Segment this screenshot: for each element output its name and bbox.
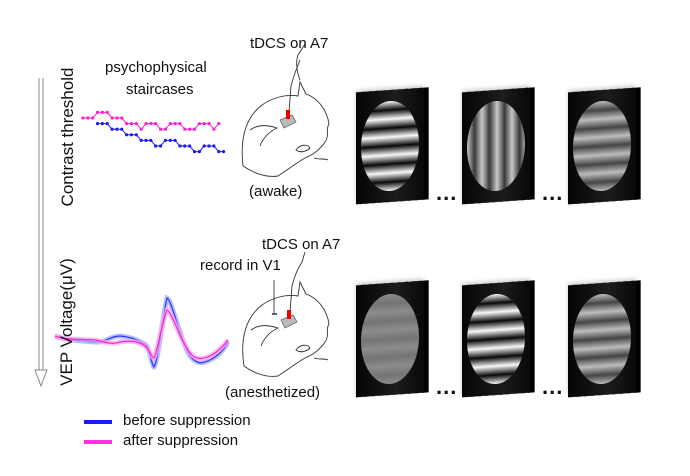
staircase-after-point (168, 122, 172, 126)
monitor-top-3 (568, 87, 636, 205)
staircase-before-point (173, 138, 177, 142)
staircase-after-point (100, 110, 104, 114)
y-label-contrast-threshold: Contrast threshold (58, 67, 77, 207)
monitor-top-2 (462, 87, 530, 205)
staircase-after-point (192, 127, 197, 131)
staircase-before-point (197, 150, 201, 154)
staircase-before-point (115, 127, 119, 131)
staircase-before-point (168, 138, 172, 142)
staircase-before-point (125, 133, 129, 137)
staircase-after-point (134, 122, 138, 126)
staircase-before-point (149, 138, 153, 142)
monitor-top-1 (356, 87, 424, 205)
staircase-before-point (163, 138, 167, 142)
cat-head-awake-icon (241, 43, 330, 177)
staircase-before-point (129, 133, 134, 137)
grating-horizontal (573, 291, 631, 387)
y-label-vep-voltage: VEP Voltage(μV) (57, 258, 76, 386)
legend-label-after: after suppression (123, 432, 239, 449)
staircase-after-point (183, 127, 187, 131)
electrode-bottom (280, 310, 298, 329)
staircase-before-point (139, 138, 143, 142)
ellipsis-top-1: ... (436, 180, 458, 205)
staircase-after-point (139, 127, 143, 131)
staircase-before-point (222, 150, 226, 154)
staircase-after-point (115, 116, 119, 120)
staircase-after-point (125, 122, 129, 126)
grating-horizontal (361, 98, 419, 194)
staircase-before-point (217, 150, 221, 154)
grating-vertical (467, 98, 525, 194)
legend-label-before: before suppression (123, 412, 251, 429)
cat-head-anesthetized-icon (242, 251, 330, 377)
staircase-before-point (105, 122, 109, 126)
staircase-after-point (202, 122, 206, 126)
grating-horizontal (361, 291, 419, 387)
staircase-before-point (110, 127, 114, 131)
staircase-after-point (95, 110, 100, 114)
staircase-after-point (154, 122, 158, 126)
staircase-plot (81, 110, 226, 154)
staircase-after-point (207, 122, 211, 126)
staircases-title-2: staircases (126, 81, 194, 98)
staircases-title-1: psychophysical (105, 59, 207, 76)
staircase-after-point (188, 127, 192, 131)
staircase-before-point (183, 144, 187, 148)
ellipsis-bottom-2: ... (542, 374, 564, 399)
staircase-after-point (129, 122, 134, 126)
staircase-after-point (159, 127, 163, 131)
staircase-before-point (178, 144, 182, 148)
record-label: record in V1 (200, 257, 281, 274)
staircase-before-point (134, 133, 138, 137)
ellipsis-bottom-1: ... (436, 374, 458, 399)
staircase-before-point (212, 144, 216, 148)
staircase-after-point (81, 116, 85, 120)
staircase-after-point (91, 116, 95, 120)
electrode-top (279, 110, 297, 129)
down-arrow-icon (34, 78, 48, 388)
tdcs-label-bottom: tDCS on A7 (262, 236, 341, 253)
staircase-before-point (154, 144, 158, 148)
anesthetized-label: (anesthetized) (225, 384, 321, 401)
staircase-after-point (173, 122, 177, 126)
staircase-after-line (83, 111, 220, 130)
staircase-after-point (212, 127, 216, 131)
monitor-bottom-2 (462, 280, 530, 398)
tdcs-label-top: tDCS on A7 (250, 35, 329, 52)
staircase-before-point (95, 122, 100, 126)
staircase-after-point (120, 116, 124, 120)
staircase-after-point (197, 122, 201, 126)
staircase-before-point (144, 138, 148, 142)
staircase-after-point (144, 122, 148, 126)
staircase-before-point (202, 144, 206, 148)
awake-label: (awake) (249, 183, 303, 200)
vep-trace-after (54, 306, 230, 361)
staircase-after-point (105, 110, 109, 114)
grating-horizontal (467, 291, 525, 387)
staircase-after-point (178, 122, 182, 126)
staircase-before-point (207, 144, 211, 148)
staircase-after-point (163, 127, 168, 131)
monitor-bottom-3 (568, 280, 636, 398)
ellipsis-top-2: ... (542, 180, 564, 205)
staircase-after-point (110, 116, 114, 120)
staircase-after-point (149, 122, 153, 126)
monitor-bottom-1 (356, 280, 424, 398)
staircase-before-point (100, 122, 104, 126)
staircase-before-point (158, 144, 163, 148)
grating-horizontal (573, 98, 631, 194)
staircase-before-point (188, 144, 192, 148)
staircase-before-point (192, 150, 197, 154)
staircase-before-point (120, 127, 124, 131)
staircase-after-point (217, 122, 221, 126)
staircase-after-point (86, 116, 90, 120)
